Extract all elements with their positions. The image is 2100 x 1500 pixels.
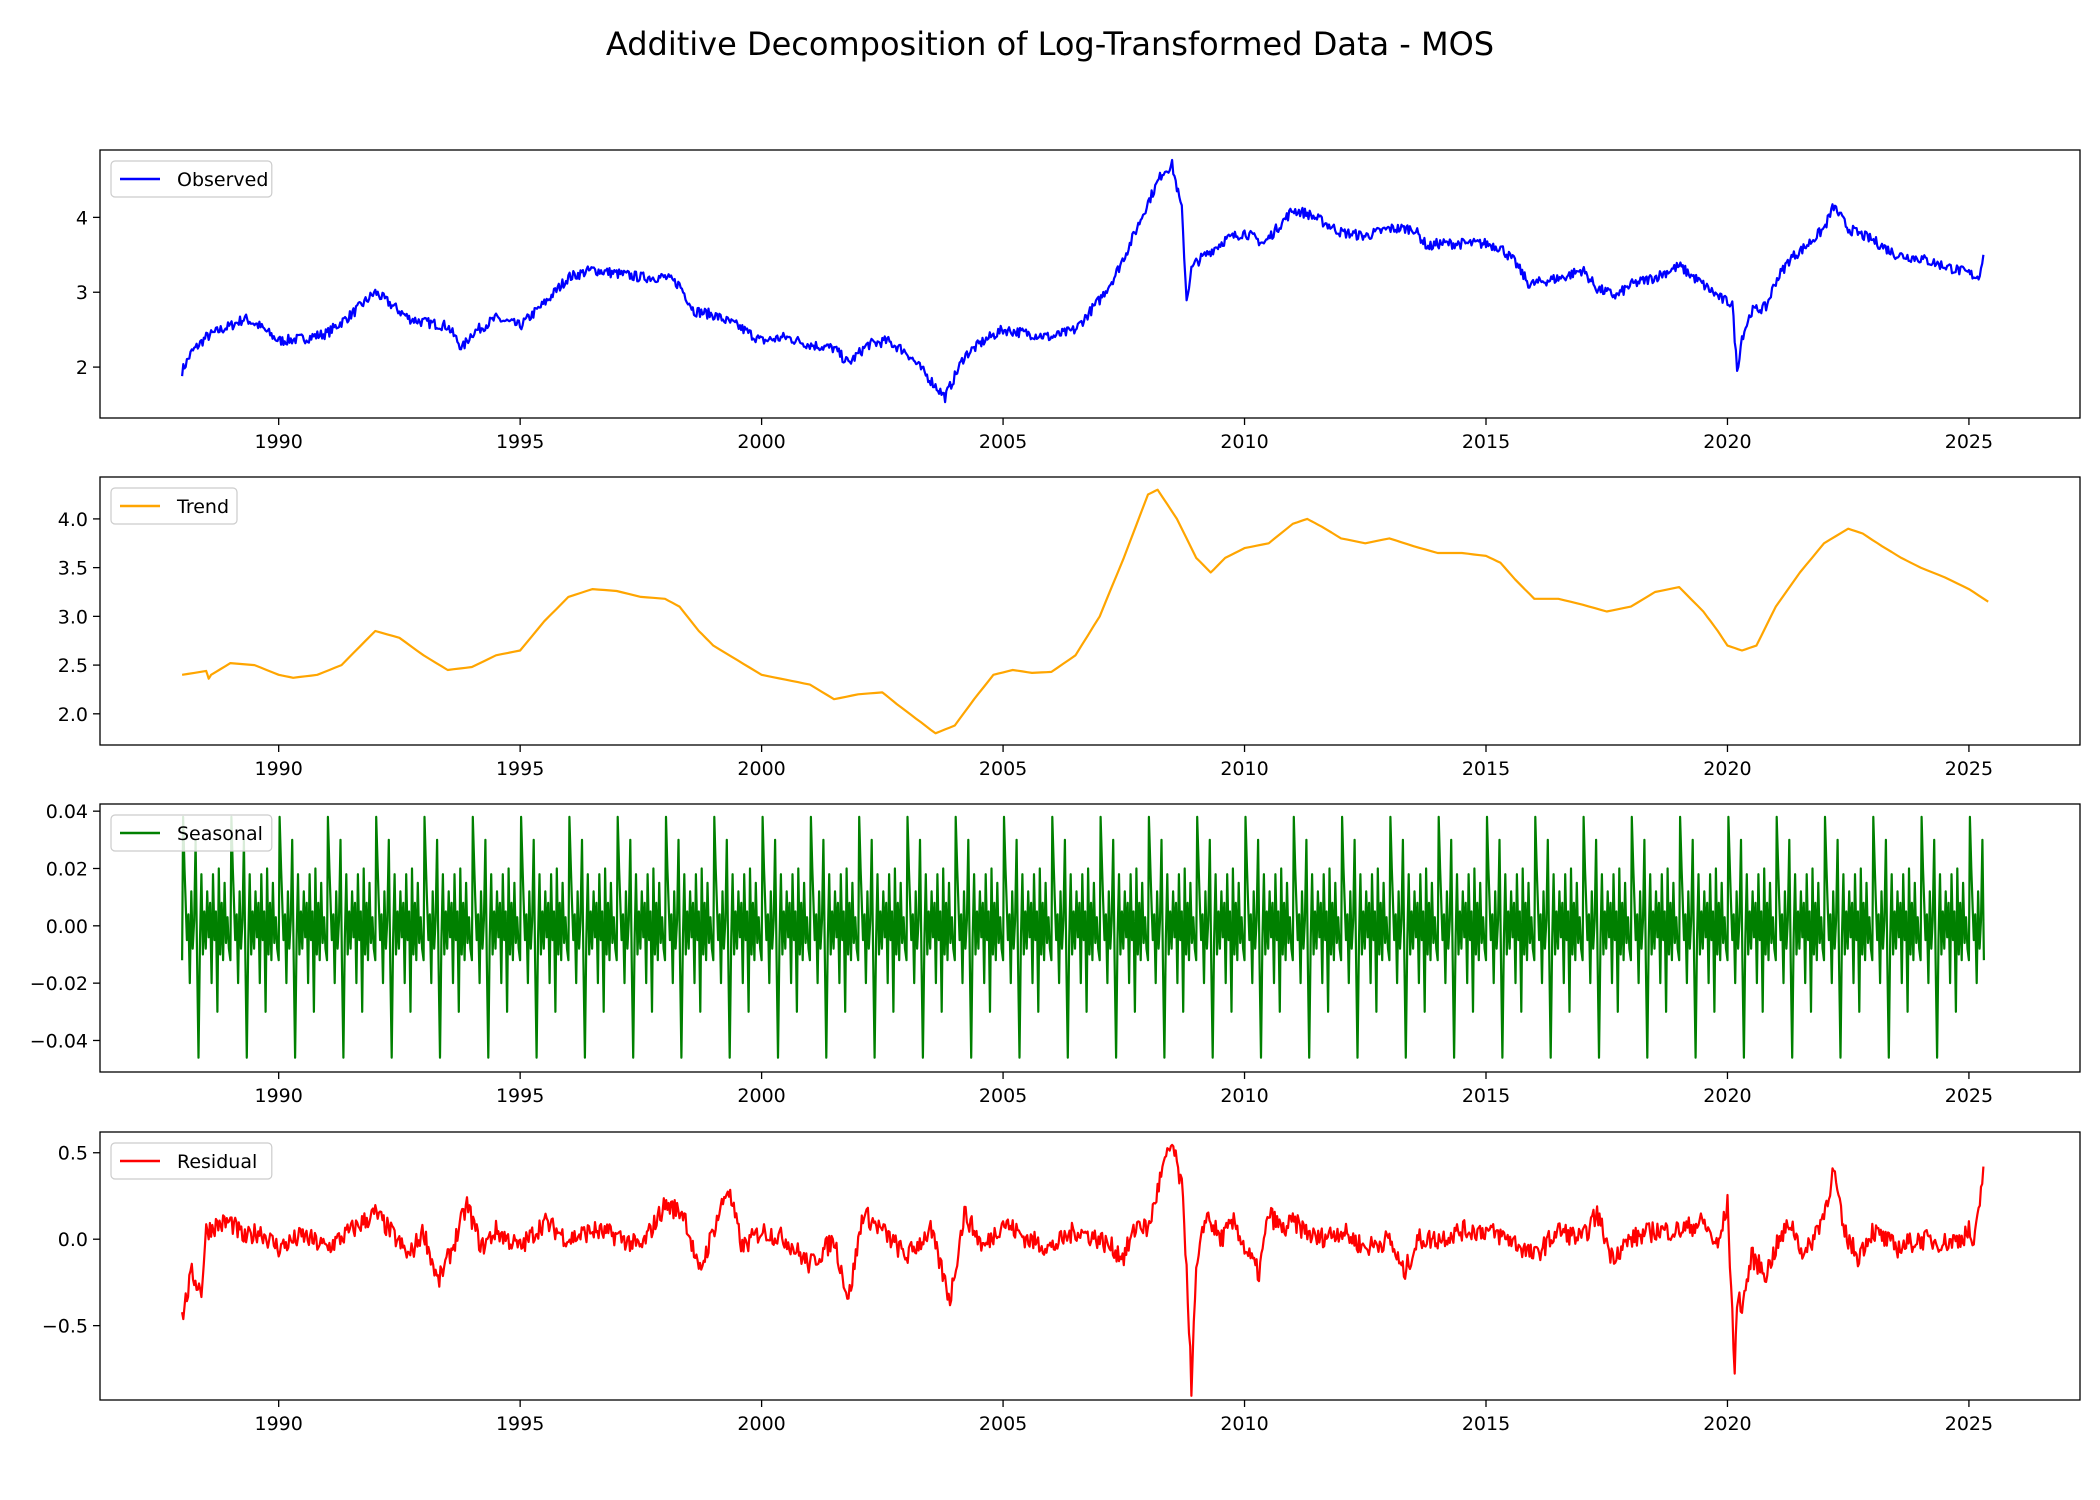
trend-series-line — [181, 488, 1989, 735]
observed-y-tick-label: 4 — [76, 207, 88, 229]
observed-x-tick-label: 2015 — [1462, 431, 1510, 453]
residual-y-tick-label: 0.0 — [58, 1229, 88, 1251]
observed-x-tick-label: 2010 — [1220, 431, 1268, 453]
residual-legend-label: Residual — [177, 1151, 257, 1173]
seasonal-legend-label: Seasonal — [177, 823, 263, 845]
seasonal-x-tick-label: 2020 — [1703, 1085, 1751, 1107]
subplot-panels: 1990 1995 2000 2005 2010 2015 2020 2025 2 3 4 Obser… — [30, 149, 2081, 1435]
trend-legend-box — [110, 487, 238, 525]
trend-x-tick-label: 2025 — [1945, 758, 1993, 780]
residual-x-tick-label: 1995 — [496, 1413, 544, 1435]
observed-x-tick-label: 2000 — [737, 431, 785, 453]
observed-y-tick-label: 3 — [76, 282, 88, 304]
trend-x-tick-label: 2020 — [1703, 758, 1751, 780]
seasonal-x-tick-label: 2000 — [737, 1085, 785, 1107]
seasonal-y-tick-label: 0.00 — [46, 916, 88, 938]
trend-y-tick-label: 4.0 — [58, 509, 88, 531]
seasonal-x-tick-label: 2015 — [1462, 1085, 1510, 1107]
residual-x-tick-label: 2020 — [1703, 1413, 1751, 1435]
seasonal-x-tick-label: 2005 — [979, 1085, 1027, 1107]
trend-x-tick-label: 2010 — [1220, 758, 1268, 780]
seasonal-x-tick-label: 2025 — [1945, 1085, 1993, 1107]
seasonal-y-tick-label: −0.02 — [30, 973, 88, 995]
observed-x-tick-label: 2020 — [1703, 431, 1751, 453]
seasonal-series-line — [181, 815, 1985, 1059]
observed-axes-frame — [99, 149, 2081, 419]
observed-legend-label: Observed — [177, 169, 268, 191]
seasonal-axes-frame — [99, 803, 2081, 1073]
trend-x-tick-label: 2015 — [1462, 758, 1510, 780]
residual-panel: 1990 1995 2000 2005 2010 2015 2020 2025 −0.5 0.0 0… — [42, 1131, 2081, 1435]
observed-y-tick-label: 2 — [76, 357, 88, 379]
residual-x-tick-label: 2010 — [1220, 1413, 1268, 1435]
residual-y-tick-label: −0.5 — [42, 1316, 88, 1338]
residual-x-tick-label: 2005 — [979, 1413, 1027, 1435]
trend-x-tick-label: 2005 — [979, 758, 1027, 780]
seasonal-y-tick-label: −0.04 — [30, 1030, 88, 1052]
residual-y-tick-label: 0.5 — [58, 1143, 88, 1165]
residual-x-tick-label: 2000 — [737, 1413, 785, 1435]
trend-y-tick-label: 3.5 — [58, 558, 88, 580]
observed-series-line — [181, 158, 1985, 404]
trend-x-tick-label: 1990 — [255, 758, 303, 780]
observed-legend: Observed — [110, 160, 273, 198]
seasonal-legend-box — [110, 814, 273, 852]
observed-x-tick-label: 1990 — [255, 431, 303, 453]
seasonal-x-tick-label: 2010 — [1220, 1085, 1268, 1107]
trend-y-tick-label: 3.0 — [58, 606, 88, 628]
seasonal-y-tick-label: 0.04 — [46, 801, 88, 823]
trend-x-tick-label: 2000 — [737, 758, 785, 780]
seasonal-y-tick-label: 0.02 — [46, 858, 88, 880]
observed-legend-box — [110, 160, 273, 198]
observed-x-tick-label: 2005 — [979, 431, 1027, 453]
seasonal-x-tick-label: 1990 — [255, 1085, 303, 1107]
trend-legend: Trend — [110, 487, 238, 525]
observed-panel: 1990 1995 2000 2005 2010 2015 2020 2025 2 3 4 Obser… — [76, 149, 2081, 453]
observed-x-tick-label: 2025 — [1945, 431, 1993, 453]
residual-axes-frame — [99, 1131, 2081, 1401]
seasonal-panel: 1990 1995 2000 2005 2010 2015 2020 2025 −0.04 −0.… — [30, 801, 2081, 1107]
trend-y-tick-label: 2.0 — [58, 704, 88, 726]
observed-x-tick-label: 1995 — [496, 431, 544, 453]
residual-x-tick-label: 2015 — [1462, 1413, 1510, 1435]
seasonal-x-tick-label: 1995 — [496, 1085, 544, 1107]
residual-x-tick-label: 2025 — [1945, 1413, 1993, 1435]
residual-series-line — [181, 1143, 1985, 1397]
trend-legend-label: Trend — [176, 496, 229, 518]
trend-x-tick-label: 1995 — [496, 758, 544, 780]
figure-title: Additive Decomposition of Log-Transforme… — [606, 25, 1494, 63]
residual-x-tick-label: 1990 — [255, 1413, 303, 1435]
residual-legend: Residual — [110, 1142, 273, 1180]
trend-panel: 1990 1995 2000 2005 2010 2015 2020 2025 2.0 2.5 3.… — [58, 476, 2081, 780]
trend-axes-frame — [99, 476, 2081, 746]
seasonal-legend: Seasonal — [110, 814, 273, 852]
residual-legend-box — [110, 1142, 273, 1180]
trend-y-tick-label: 2.5 — [58, 655, 88, 677]
